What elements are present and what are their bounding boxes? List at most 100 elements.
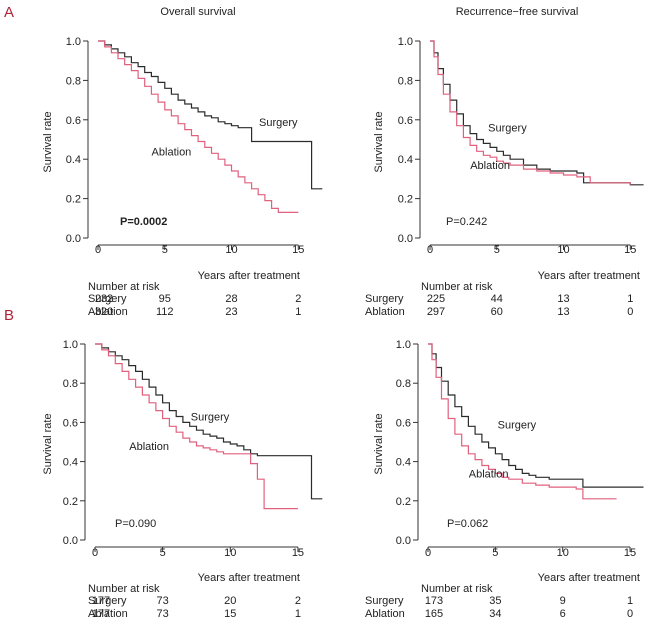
- y-tick-label: 1.0: [396, 339, 411, 351]
- risk-value-ablation: 73: [157, 608, 169, 620]
- x-tick-label: 0: [95, 244, 101, 256]
- y-tick-label: 1.0: [66, 36, 81, 48]
- y-tick-label: 0.6: [396, 417, 411, 429]
- x-axis-label: Years after treatment: [198, 270, 300, 282]
- x-axis-label: Years after treatment: [198, 572, 300, 584]
- y-tick-label: 0.6: [63, 417, 78, 429]
- risk-row-label-surgery: Surgery: [365, 595, 404, 607]
- y-tick-label: 0.8: [63, 378, 78, 390]
- surgery-survival-curve: [95, 343, 323, 500]
- risk-value-surgery: 1: [627, 293, 633, 305]
- y-tick-label: 0.2: [66, 194, 81, 206]
- risk-value-ablation: 0: [627, 306, 633, 318]
- y-tick-label: 0.0: [398, 233, 413, 245]
- panel-label-b: B: [4, 307, 14, 324]
- ablation-curve-label: Ablation: [129, 441, 169, 453]
- p-value: P=0.242: [446, 216, 487, 228]
- y-tick-label: 0.0: [396, 535, 411, 547]
- ablation-survival-curve: [430, 40, 631, 185]
- y-tick-label: 1.0: [63, 339, 78, 351]
- risk-row-label-ablation: Ablation: [88, 608, 128, 620]
- y-axis-label: Survival rate: [373, 111, 385, 172]
- y-tick-label: 0.4: [63, 457, 78, 469]
- risk-value-surgery: 28: [225, 293, 237, 305]
- x-tick-label: 15: [292, 244, 304, 256]
- x-tick-label: 15: [292, 547, 304, 559]
- y-tick-label: 0.2: [396, 496, 411, 508]
- y-tick-label: 0.6: [66, 115, 81, 127]
- risk-value-ablation: 1: [295, 608, 301, 620]
- risk-value-surgery: 2: [295, 293, 301, 305]
- risk-table-header: Number at risk: [421, 583, 493, 595]
- y-tick-label: 1.0: [398, 36, 413, 48]
- ablation-survival-curve: [95, 343, 298, 510]
- ablation-survival-curve: [98, 40, 299, 213]
- risk-value-surgery: 232: [95, 293, 113, 305]
- risk-value-surgery: 225: [427, 293, 445, 305]
- risk-value-ablation: 177: [92, 608, 110, 620]
- y-axis-label: Survival rate: [42, 413, 54, 474]
- risk-value-ablation: 297: [427, 306, 445, 318]
- y-tick-label: 0.8: [396, 378, 411, 390]
- y-tick-label: 0.4: [66, 154, 81, 166]
- ablation-curve-label: Ablation: [469, 468, 509, 480]
- risk-value-ablation: 1: [295, 306, 301, 318]
- y-tick-label: 0.0: [66, 233, 81, 245]
- y-axis-label: Survival rate: [373, 413, 385, 474]
- p-value: P=0.090: [115, 518, 156, 530]
- x-axis-label: Years after treatment: [538, 572, 640, 584]
- x-tick-label: 10: [225, 244, 237, 256]
- chart-overall-survival-b: Survival rate Years after treatment P=0.…: [42, 339, 323, 620]
- chart-recurrence-free-survival-b: Survival rate Years after treatment P=0.…: [365, 339, 644, 620]
- risk-value-surgery: 177: [92, 595, 110, 607]
- ablation-survival-curve: [428, 343, 617, 500]
- x-axis-label: Years after treatment: [538, 270, 640, 282]
- risk-value-surgery: 13: [557, 293, 569, 305]
- risk-value-surgery: 173: [425, 595, 443, 607]
- risk-value-surgery: 2: [295, 595, 301, 607]
- x-tick-label: 10: [557, 244, 569, 256]
- y-tick-label: 0.8: [66, 75, 81, 87]
- chart-recurrence-free-survival-a: Recurrence−free survival Survival rate Y…: [365, 6, 644, 318]
- risk-value-ablation: 13: [557, 306, 569, 318]
- risk-row-label-surgery: Surgery: [88, 293, 127, 305]
- risk-row-label-ablation: Ablation: [365, 608, 405, 620]
- surgery-survival-curve: [430, 40, 644, 186]
- risk-value-surgery: 9: [560, 595, 566, 607]
- risk-value-ablation: 6: [560, 608, 566, 620]
- x-tick-label: 5: [494, 244, 500, 256]
- x-tick-label: 5: [160, 547, 166, 559]
- x-tick-label: 5: [492, 547, 498, 559]
- x-tick-label: 10: [224, 547, 236, 559]
- x-tick-label: 0: [427, 244, 433, 256]
- y-tick-label: 0.2: [398, 194, 413, 206]
- surgery-survival-curve: [428, 343, 644, 488]
- y-tick-label: 0.0: [63, 535, 78, 547]
- y-tick-label: 0.8: [398, 75, 413, 87]
- p-value: P=0.062: [447, 518, 488, 530]
- y-tick-label: 0.6: [398, 115, 413, 127]
- surgery-curve-label: Surgery: [498, 419, 537, 431]
- surgery-survival-curve: [98, 40, 323, 190]
- risk-value-ablation: 34: [489, 608, 501, 620]
- y-tick-label: 0.4: [398, 154, 413, 166]
- risk-value-surgery: 35: [489, 595, 501, 607]
- risk-value-ablation: 165: [425, 608, 443, 620]
- risk-table-header: Number at risk: [88, 281, 160, 293]
- risk-value-ablation: 15: [224, 608, 236, 620]
- surgery-curve-label: Surgery: [259, 117, 298, 129]
- ablation-curve-label: Ablation: [470, 160, 510, 172]
- risk-value-ablation: 0: [627, 608, 633, 620]
- risk-value-ablation: 60: [491, 306, 503, 318]
- chart-title: Overall survival: [160, 6, 235, 18]
- risk-value-ablation: 112: [156, 306, 174, 318]
- x-tick-label: 15: [624, 547, 636, 559]
- y-axis-label: Survival rate: [42, 111, 54, 172]
- surgery-curve-label: Surgery: [191, 412, 230, 424]
- panel-label-a: A: [4, 4, 14, 21]
- risk-row-label-ablation: Ablation: [365, 306, 405, 318]
- y-tick-label: 0.4: [396, 457, 411, 469]
- chart-title: Recurrence−free survival: [456, 6, 579, 18]
- risk-value-surgery: 1: [627, 595, 633, 607]
